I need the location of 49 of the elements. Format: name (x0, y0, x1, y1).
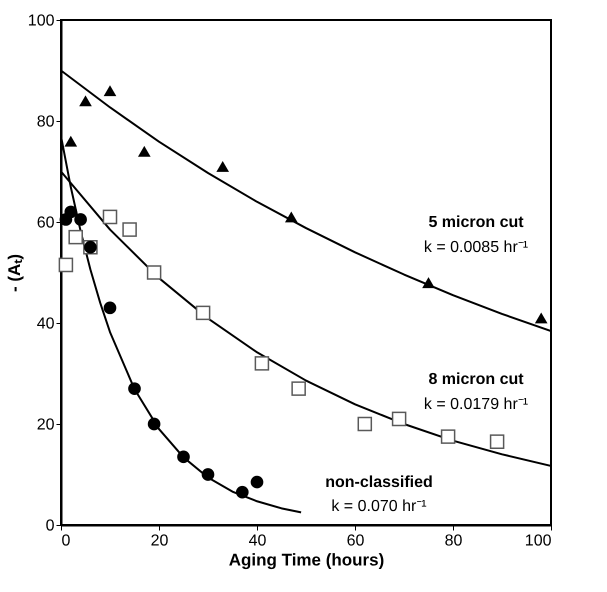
point (236, 486, 249, 498)
point (534, 312, 548, 324)
annotation: non-classified (325, 474, 433, 491)
point (58, 258, 74, 272)
point (104, 302, 116, 314)
point (68, 230, 83, 244)
annotation: k = 0.070 hr⁻¹ (331, 498, 427, 515)
x-tick-label: 40 (248, 532, 266, 550)
point (74, 213, 87, 226)
point (358, 416, 372, 432)
point (138, 146, 151, 157)
y-tick-label: 0 (46, 518, 55, 534)
point (64, 206, 78, 218)
x-tick-label: 100 (524, 532, 552, 550)
x-tick-label: 80 (444, 532, 462, 550)
point (146, 265, 162, 280)
annotation: k = 0.0179 hr⁻¹ (424, 396, 528, 413)
point (64, 136, 78, 147)
y-tick-label: 40 (36, 316, 55, 332)
point (148, 418, 160, 430)
annotation: k = 0.0085 hr⁻¹ (424, 239, 528, 256)
point (202, 468, 214, 481)
point (422, 277, 435, 288)
point (216, 160, 230, 172)
point (254, 356, 270, 371)
x-tick-label: 60 (346, 532, 364, 550)
y-tick-label: 80 (36, 114, 55, 130)
point (284, 211, 298, 222)
point (104, 85, 116, 96)
y-tick-label: 60 (36, 214, 55, 232)
y-tick-label: 20 (36, 416, 55, 434)
point (102, 210, 118, 224)
annotation: 8 micron cut (428, 371, 524, 388)
point (177, 450, 190, 464)
point (250, 476, 264, 488)
annotation: 5 micron cut (428, 214, 524, 231)
point (122, 222, 137, 237)
y-axis-title: - (Aₜ) (4, 254, 24, 292)
point (440, 429, 456, 444)
point (128, 382, 141, 395)
point (79, 95, 92, 106)
point (392, 412, 406, 426)
point (490, 434, 504, 449)
y-tick-label: 100 (28, 12, 55, 30)
point (196, 306, 210, 320)
point (291, 381, 306, 396)
x-axis-title: Aging Time (hours) (228, 550, 384, 570)
x-tick-label: 0 (62, 532, 70, 550)
x-tick-label: 20 (150, 532, 168, 550)
